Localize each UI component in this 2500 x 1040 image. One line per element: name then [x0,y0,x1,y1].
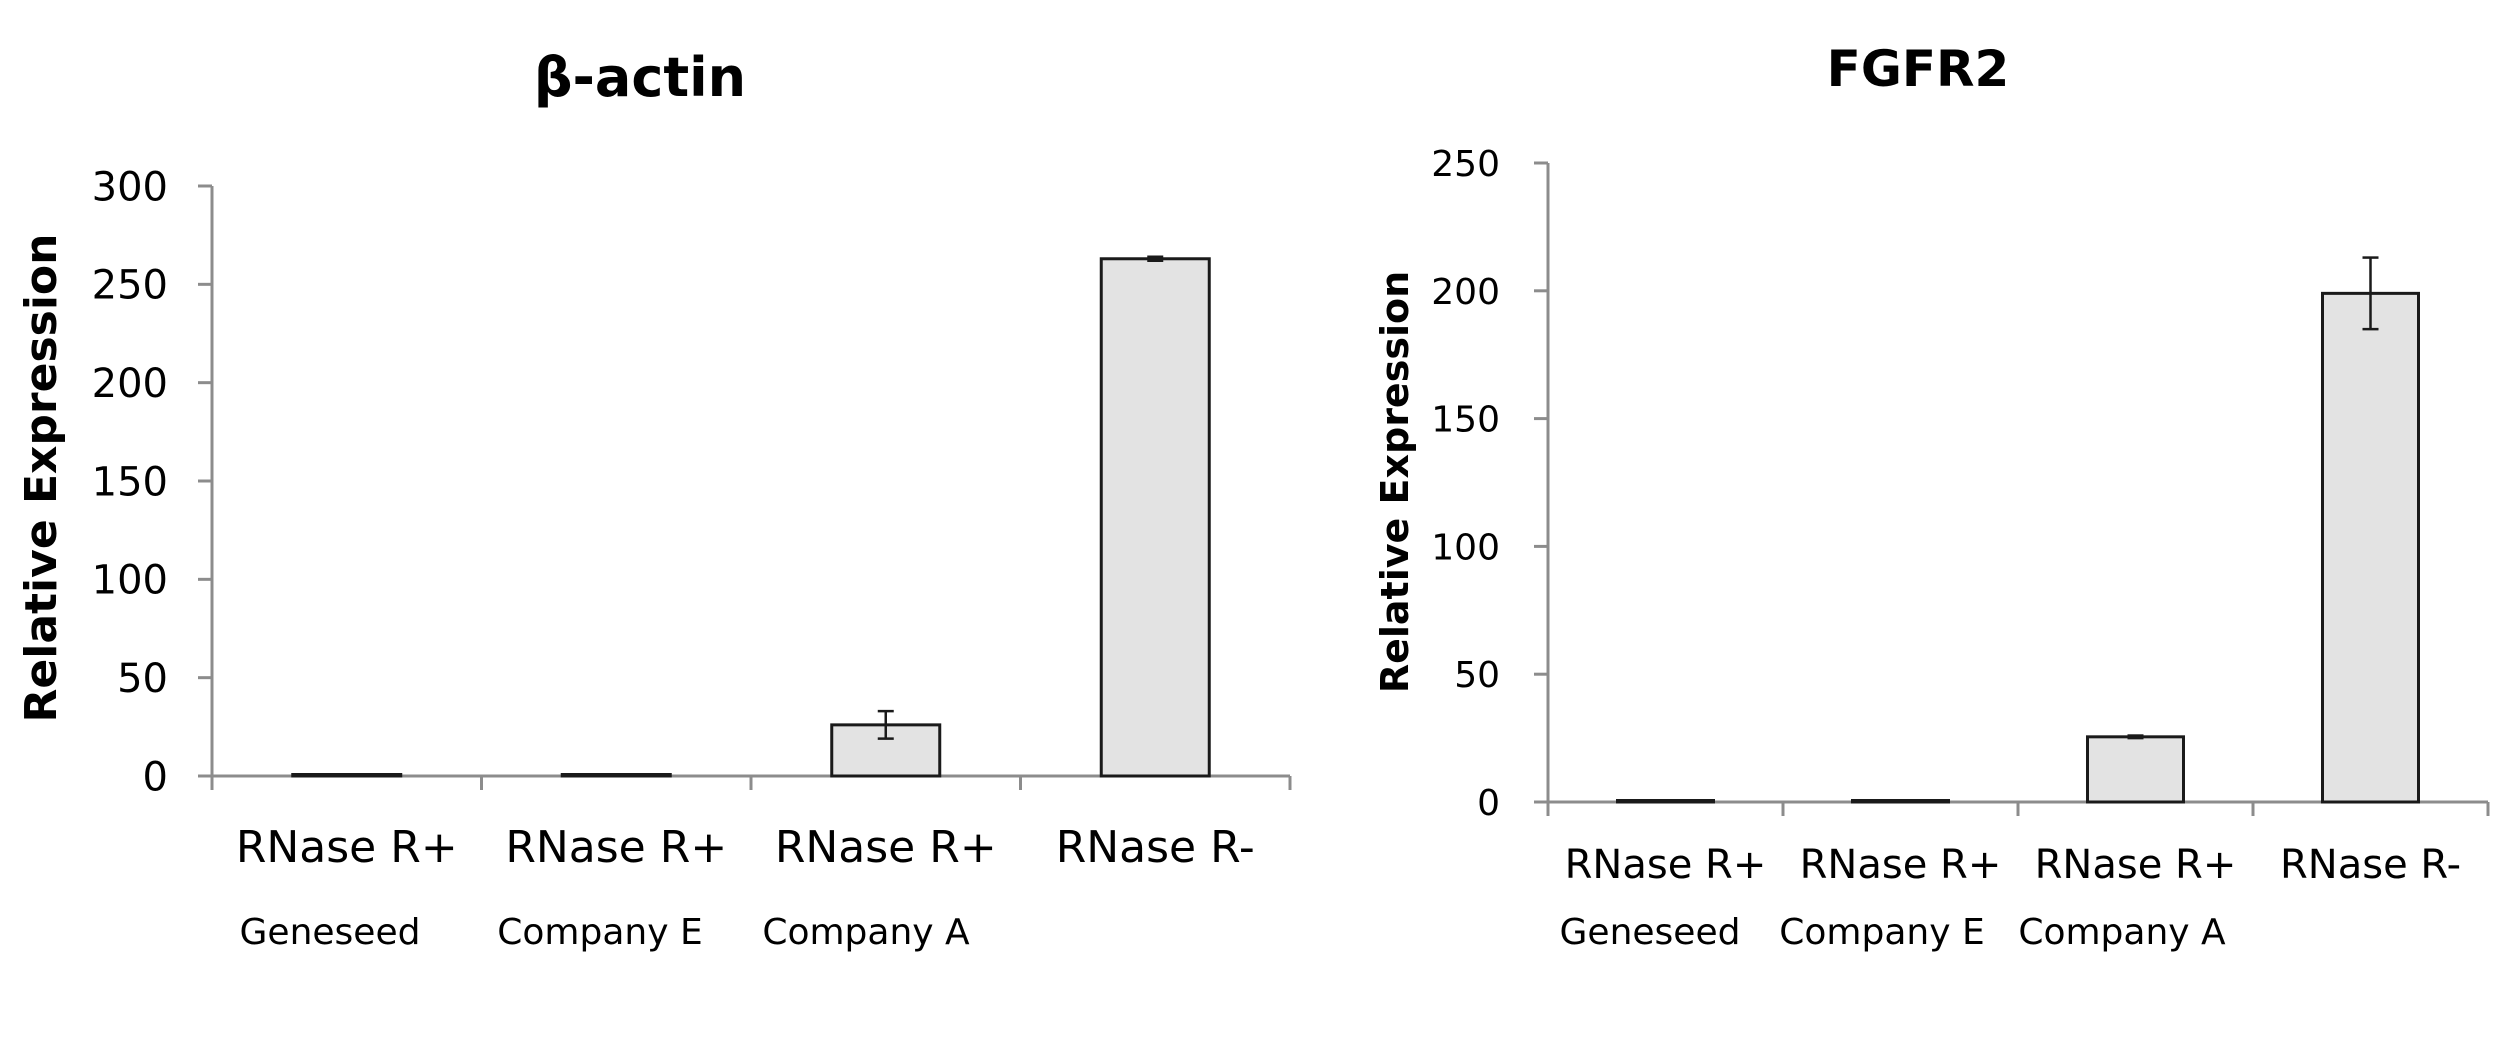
x-category-label: RNase R+ [775,822,997,873]
x-category-label: RNase R+ [1800,842,2002,888]
y-tick-label: 150 [1431,400,1500,441]
bar [830,723,942,778]
bar [1616,799,1715,804]
x-category-label: RNase R+ [505,822,727,873]
bar [291,773,403,778]
x-category-label: RNase R- [2280,842,2461,888]
y-tick-label: 150 [92,459,168,505]
x-category-sublabel: Geneseed [1560,912,1741,953]
bar [560,773,672,778]
y-axis-label: Relative Expression [16,234,67,723]
y-tick-label: 250 [92,263,168,309]
x-category-sublabel: Company E [497,912,702,953]
bar [1851,799,1950,804]
y-tick-label: 50 [117,656,168,702]
y-tick-label: 50 [1454,655,1500,696]
y-tick-label: 200 [1431,272,1500,313]
x-category-label: RNase R+ [236,822,458,873]
chart-title: β-actin [534,46,746,109]
y-tick-label: 0 [1477,783,1500,824]
x-category-label: RNase R+ [2035,842,2237,888]
bar [2086,735,2185,804]
x-category-sublabel: Geneseed [240,912,421,953]
bar [2321,291,2420,804]
x-category-label: RNase R- [1056,822,1255,873]
y-tick-label: 100 [1431,527,1500,568]
y-tick-label: 0 [143,754,168,800]
x-category-sublabel: Company A [762,912,970,953]
beta-actin-chart: β-actin Relative Expression 0 50 100 150 200… [16,46,1292,953]
chart-title: FGFR2 [1827,40,2010,98]
y-tick-label: 200 [92,361,168,407]
x-category-sublabel: Company A [2018,912,2226,953]
x-category-label: RNase R+ [1565,842,1767,888]
bar [1099,257,1211,778]
y-tick-label: 300 [92,164,168,210]
y-axis-label: Relative Expression [1373,271,1417,693]
x-category-sublabel: Company E [1779,912,1984,953]
fgfr2-chart: FGFR2 Relative Expression 0 50 100 150 200 25… [1373,40,2490,953]
y-tick-label: 250 [1431,144,1500,185]
y-tick-label: 100 [92,558,168,604]
